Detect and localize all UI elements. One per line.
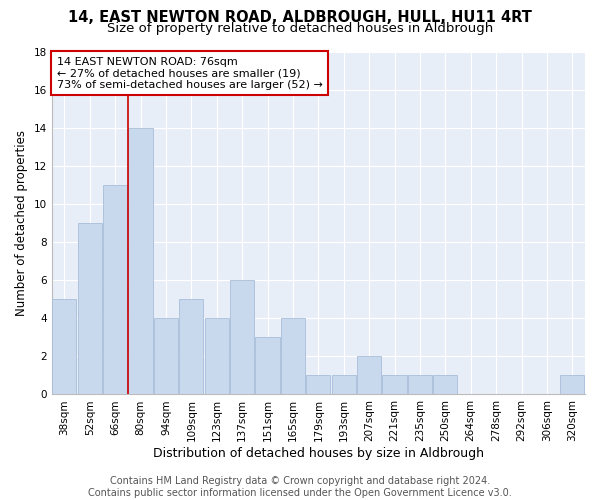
Bar [408, 376, 432, 394]
Bar [179, 299, 203, 394]
Bar [230, 280, 254, 394]
Text: 14 EAST NEWTON ROAD: 76sqm
← 27% of detached houses are smaller (19)
73% of semi: 14 EAST NEWTON ROAD: 76sqm ← 27% of deta… [57, 56, 323, 90]
Bar [205, 318, 229, 394]
Bar [306, 376, 331, 394]
Bar [77, 223, 102, 394]
Bar [154, 318, 178, 394]
X-axis label: Distribution of detached houses by size in Aldbrough: Distribution of detached houses by size … [153, 447, 484, 460]
Y-axis label: Number of detached properties: Number of detached properties [15, 130, 28, 316]
Bar [256, 338, 280, 394]
Bar [281, 318, 305, 394]
Text: Size of property relative to detached houses in Aldbrough: Size of property relative to detached ho… [107, 22, 493, 35]
Bar [560, 376, 584, 394]
Text: Contains HM Land Registry data © Crown copyright and database right 2024.
Contai: Contains HM Land Registry data © Crown c… [88, 476, 512, 498]
Bar [382, 376, 407, 394]
Bar [332, 376, 356, 394]
Bar [357, 356, 381, 395]
Bar [52, 299, 76, 394]
Text: 14, EAST NEWTON ROAD, ALDBROUGH, HULL, HU11 4RT: 14, EAST NEWTON ROAD, ALDBROUGH, HULL, H… [68, 10, 532, 25]
Bar [128, 128, 152, 394]
Bar [433, 376, 457, 394]
Bar [103, 185, 127, 394]
